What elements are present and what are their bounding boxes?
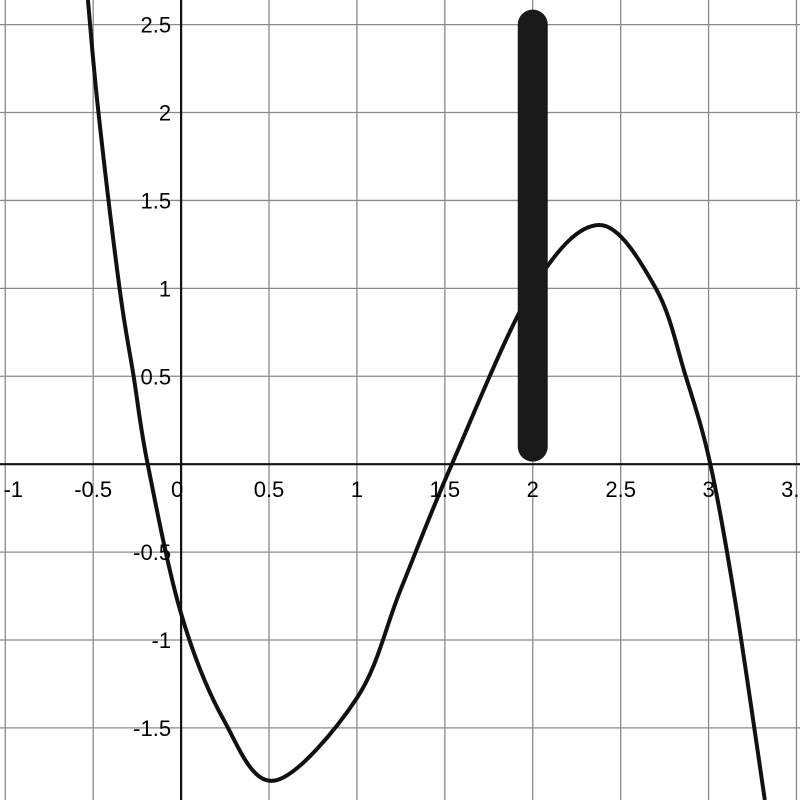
y-tick-label: 0.5 bbox=[141, 364, 172, 389]
x-tick-label: -0.5 bbox=[74, 477, 112, 502]
y-tick-label: 2.5 bbox=[141, 13, 172, 38]
y-tick-label: -0.5 bbox=[133, 540, 171, 565]
marks bbox=[85, 0, 767, 800]
x-tick-label: 1 bbox=[351, 477, 363, 502]
x-tick-label: 3 bbox=[702, 477, 714, 502]
x-tick-label: 2.5 bbox=[605, 477, 636, 502]
tick-labels: -1 -0.5 0 0.5 1 1.5 2 2.5 3 3.5 -1.5 -1 -0.5 0.5 1 1.5 2… bbox=[3, 13, 800, 741]
y-tick-label: 1.5 bbox=[141, 188, 172, 213]
y-tick-label: -1.5 bbox=[133, 716, 171, 741]
x-tick-label: 0.5 bbox=[254, 477, 285, 502]
x-tick-label: 2 bbox=[527, 477, 539, 502]
x-tick-label: 0 bbox=[171, 477, 183, 502]
y-tick-label: 1 bbox=[159, 276, 171, 301]
x-tick-label: 1.5 bbox=[430, 477, 461, 502]
y-tick-label: 2 bbox=[159, 101, 171, 126]
x-tick-label: 3.5 bbox=[781, 477, 800, 502]
function-curve bbox=[85, 0, 767, 800]
y-tick-label: -1 bbox=[152, 628, 172, 653]
x-tick-label: -1 bbox=[3, 477, 23, 502]
